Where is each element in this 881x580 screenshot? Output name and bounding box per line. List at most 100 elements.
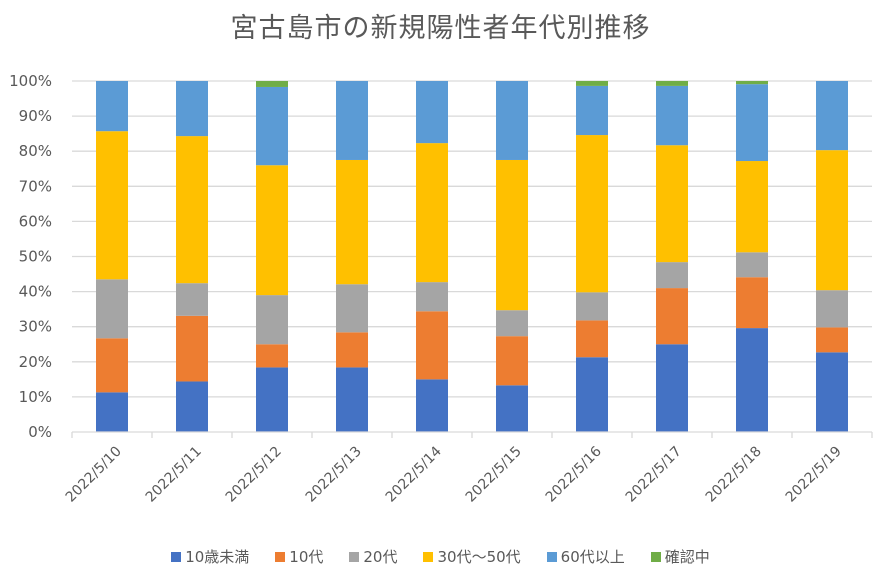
- bar-segment-2: [576, 320, 608, 358]
- bar-segment-5: [256, 86, 288, 166]
- bar-segment-2: [256, 344, 288, 368]
- bar-segment-4: [256, 165, 288, 296]
- legend-swatch: [275, 551, 286, 562]
- bar-segment-5: [176, 81, 208, 137]
- legend-item: 確認中: [650, 546, 710, 567]
- bar-segment-2: [736, 277, 768, 329]
- bar-segment-4: [576, 135, 608, 293]
- bar-segment-1: [576, 357, 608, 432]
- bar-segment-1: [256, 367, 288, 432]
- legend-swatch: [171, 551, 182, 562]
- bar-segment-3: [656, 262, 688, 289]
- bar-segment-5: [736, 84, 768, 162]
- bar-segment-1: [96, 392, 128, 432]
- y-axis-ticks: 0% 10% 20% 30% 40% 50% 60% 70% 80% 90% 100%: [9, 72, 52, 441]
- bar-segment-3: [96, 279, 128, 339]
- legend-item: 10代: [275, 546, 323, 567]
- x-tick-label: 2022/5/14: [383, 443, 445, 505]
- bar-segment-1: [736, 328, 768, 432]
- legend-label: 10代: [289, 548, 324, 566]
- y-tick-label: 10%: [19, 388, 52, 406]
- bar-segment-5: [336, 81, 368, 160]
- bar-segment-3: [576, 292, 608, 321]
- y-tick-label: 0%: [28, 423, 52, 441]
- bar-segment-4: [656, 145, 688, 263]
- legend-label: 30代～50代: [437, 548, 521, 566]
- bar-segment-1: [496, 385, 528, 432]
- x-tick-label: 2022/5/12: [223, 444, 285, 506]
- bar-segment-5: [496, 81, 528, 160]
- bar-segment-4: [816, 150, 848, 291]
- x-tick-label: 2022/5/19: [783, 444, 845, 506]
- bar-segment-2: [496, 336, 528, 386]
- x-tick-label: 2022/5/18: [703, 444, 765, 506]
- y-tick-label: 40%: [19, 283, 52, 301]
- bar-segment-2: [656, 288, 688, 345]
- bar-segment-4: [736, 161, 768, 253]
- bar-segment-1: [336, 367, 368, 432]
- x-tick-label: 2022/5/11: [143, 444, 205, 506]
- bar-segment-5: [96, 81, 128, 132]
- x-tick-label: 2022/5/13: [303, 444, 365, 506]
- x-axis: [71, 431, 873, 438]
- bar-segment-3: [816, 290, 848, 328]
- bar-segment-3: [736, 252, 768, 278]
- bar-segment-2: [96, 338, 128, 393]
- x-tick-label: 2022/5/15: [463, 444, 525, 506]
- bar-segment-5: [416, 81, 448, 144]
- legend-swatch: [546, 551, 557, 562]
- bar-segment-6: [656, 81, 688, 86]
- chart-plot: 0% 10% 20% 30% 40% 50% 60% 70% 80% 90% 100% 2022/5…: [9, 72, 873, 506]
- x-tick-label: 2022/5/10: [63, 444, 125, 506]
- bar-segment-3: [176, 283, 208, 316]
- legend-label: 確認中: [664, 548, 710, 566]
- bar-segment-3: [416, 282, 448, 312]
- x-axis-ticks: 2022/5/10 2022/5/11 2022/5/12 2022/5/13 2022…: [63, 443, 845, 505]
- x-tick-label: 2022/5/16: [543, 443, 605, 505]
- bar-segment-2: [336, 332, 368, 368]
- bar-segment-3: [336, 284, 368, 333]
- bar-segment-1: [656, 344, 688, 432]
- y-tick-label: 50%: [19, 248, 52, 266]
- legend: 10歳未満 10代 20代 30代～50代 60代以上 確認中: [0, 546, 881, 567]
- legend-item: 30代～50代: [423, 546, 521, 567]
- bar-segment-2: [416, 311, 448, 380]
- bar-segment-6: [736, 81, 768, 85]
- bar-segment-2: [816, 327, 848, 353]
- bar-segment-5: [576, 85, 608, 136]
- bar-segment-2: [176, 315, 208, 382]
- y-tick-label: 100%: [9, 72, 52, 90]
- y-tick-label: 30%: [19, 318, 52, 336]
- y-tick-label: 70%: [19, 177, 52, 195]
- bar-segment-4: [416, 143, 448, 283]
- y-tick-label: 80%: [19, 142, 52, 160]
- legend-item: 60代以上: [546, 546, 625, 567]
- bar-segment-1: [176, 381, 208, 432]
- bars: [96, 81, 848, 432]
- bar-segment-5: [656, 85, 688, 146]
- legend-swatch: [650, 551, 661, 562]
- bar-segment-3: [496, 310, 528, 337]
- bar-segment-1: [416, 379, 448, 432]
- legend-label: 20代: [363, 548, 398, 566]
- bar-segment-6: [256, 81, 288, 87]
- legend-swatch: [423, 551, 434, 562]
- legend-swatch: [349, 551, 360, 562]
- x-tick-label: 2022/5/17: [623, 444, 685, 506]
- chart-title: 宮古島市の新規陽性者年代別推移: [230, 13, 651, 44]
- y-tick-label: 20%: [19, 353, 52, 371]
- legend-item: 20代: [349, 546, 397, 567]
- bar-segment-4: [96, 131, 128, 280]
- bar-segment-4: [176, 136, 208, 284]
- legend-label: 10歳未満: [185, 548, 250, 566]
- bar-segment-3: [256, 295, 288, 345]
- legend-label: 60代以上: [560, 548, 625, 566]
- bar-segment-6: [576, 81, 608, 86]
- legend-item: 10歳未満: [171, 546, 249, 567]
- bar-segment-4: [336, 159, 368, 285]
- y-tick-label: 90%: [19, 107, 52, 125]
- bar-segment-1: [816, 352, 848, 432]
- y-tick-label: 60%: [19, 212, 52, 230]
- bar-segment-5: [816, 81, 848, 151]
- bar-segment-4: [496, 159, 528, 311]
